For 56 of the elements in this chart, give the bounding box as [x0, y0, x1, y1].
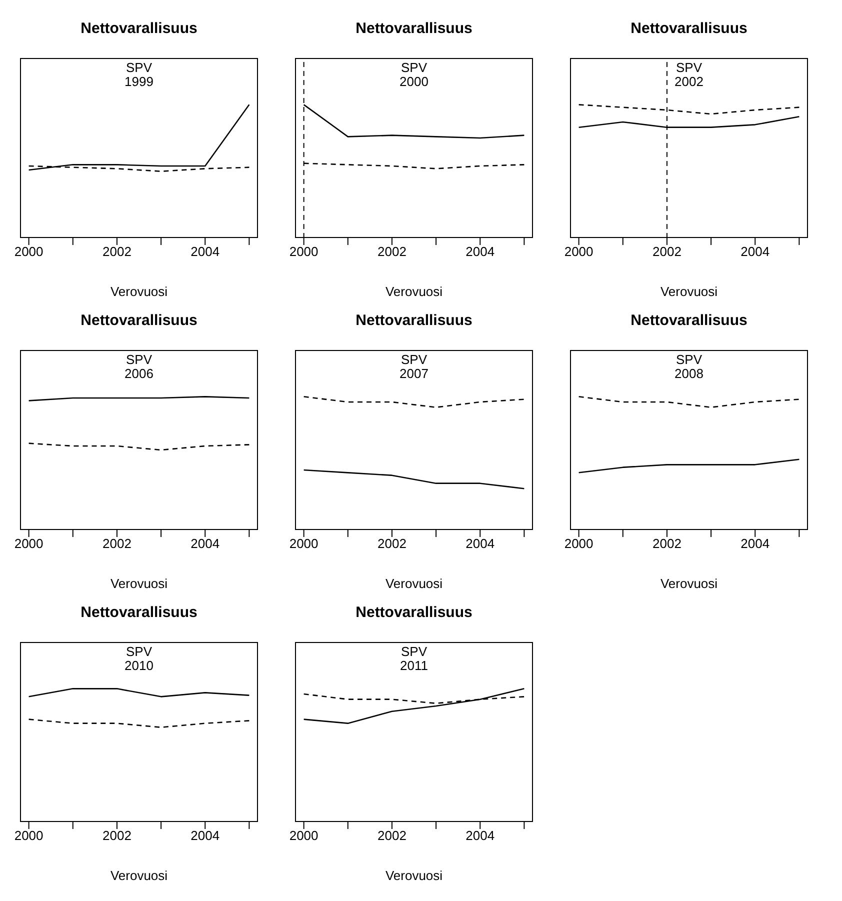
x-axis-title: Verovuosi: [660, 284, 718, 299]
chart-title: Nettovarallisuus: [354, 312, 474, 329]
x-tick-label: 2000: [564, 536, 594, 552]
x-axis-title: Verovuosi: [110, 284, 168, 299]
x-tick-label: 2000: [14, 536, 44, 552]
x-tick-label: 2000: [14, 828, 44, 844]
x-axis-title: Verovuosi: [110, 576, 168, 591]
text: 2011: [399, 658, 429, 673]
x-tick-label: 2004: [190, 244, 220, 260]
x-tick-label: 2002: [652, 244, 682, 260]
text: 2006: [124, 366, 154, 381]
x-tick-label: 2000: [289, 244, 318, 260]
x-axis-title: Verovuosi: [385, 576, 443, 591]
chart-title: Nettovarallisuus: [80, 604, 198, 621]
x-tick-label: 2004: [466, 244, 495, 260]
x-tick-label: 2002: [102, 536, 132, 552]
x-tick-label: 2000: [564, 244, 594, 260]
text: 2007: [398, 366, 430, 381]
x-tick-label: 2002: [652, 536, 682, 552]
chart-title: Nettovarallisuus: [630, 312, 748, 329]
text: 2002: [674, 74, 704, 89]
x-tick-label: 2002: [102, 244, 132, 260]
text: 2000: [398, 74, 430, 89]
x-tick-label: 2000: [14, 244, 44, 260]
text: SPV: [124, 644, 153, 659]
x-axis-title: Verovuosi: [660, 576, 718, 591]
chart-title: Nettovarallisuus: [80, 312, 198, 329]
text: 2008: [674, 366, 704, 381]
text: SPV: [124, 60, 153, 75]
text: SPV: [674, 352, 703, 367]
x-tick-label: 2004: [466, 828, 495, 844]
chart-title: Nettovarallisuus: [354, 604, 474, 621]
text: SPV: [400, 60, 428, 75]
text: 1999: [124, 74, 154, 89]
x-tick-label: 2002: [378, 828, 406, 844]
chart-title: Nettovarallisuus: [630, 20, 748, 37]
text: SPV: [124, 352, 153, 367]
text: SPV: [674, 60, 703, 75]
x-axis-title: Verovuosi: [385, 868, 443, 883]
x-tick-label: 2004: [740, 536, 770, 552]
text: 2010: [124, 658, 154, 673]
x-tick-label: 2004: [466, 536, 495, 552]
x-axis-title: Verovuosi: [385, 284, 443, 299]
x-tick-label: 2002: [102, 828, 132, 844]
x-tick-label: 2004: [190, 536, 220, 552]
x-tick-label: 2004: [190, 828, 220, 844]
x-tick-label: 2004: [740, 244, 770, 260]
x-tick-label: 2002: [378, 536, 406, 552]
text: SPV: [400, 644, 428, 659]
chart-title: Nettovarallisuus: [80, 20, 198, 37]
x-tick-label: 2000: [289, 536, 318, 552]
chart-title: Nettovarallisuus: [354, 20, 474, 37]
x-tick-label: 2000: [289, 828, 318, 844]
x-tick-label: 2002: [378, 244, 406, 260]
text: SPV: [400, 352, 428, 367]
x-axis-title: Verovuosi: [110, 868, 168, 883]
